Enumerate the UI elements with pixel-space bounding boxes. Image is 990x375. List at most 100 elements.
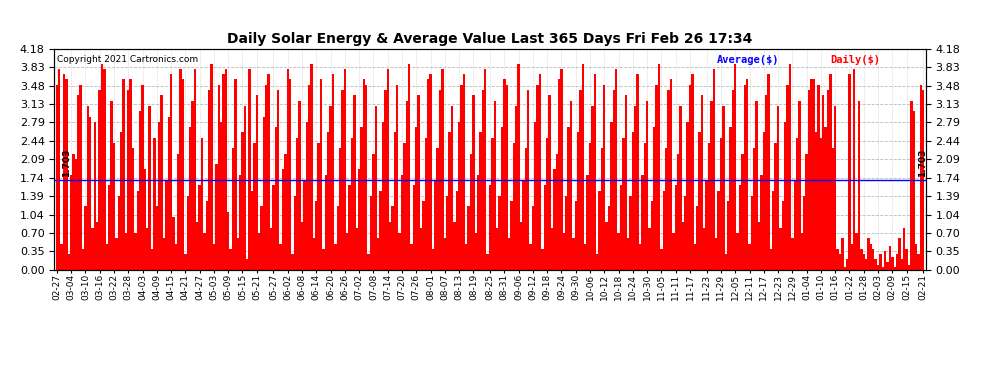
- Bar: [72, 153, 74, 270]
- Bar: [453, 222, 455, 270]
- Bar: [796, 138, 798, 270]
- Bar: [210, 64, 213, 270]
- Bar: [837, 249, 839, 270]
- Bar: [294, 196, 296, 270]
- Bar: [553, 170, 555, 270]
- Bar: [750, 196, 753, 270]
- Bar: [782, 201, 784, 270]
- Bar: [822, 95, 825, 270]
- Bar: [342, 90, 344, 270]
- Bar: [460, 85, 462, 270]
- Bar: [82, 249, 84, 270]
- Bar: [223, 74, 225, 270]
- Bar: [247, 260, 248, 270]
- Bar: [284, 153, 286, 270]
- Bar: [801, 233, 803, 270]
- Bar: [603, 85, 606, 270]
- Bar: [313, 238, 315, 270]
- Bar: [289, 80, 291, 270]
- Bar: [144, 170, 147, 270]
- Bar: [825, 127, 827, 270]
- Text: 1.703: 1.703: [61, 149, 70, 177]
- Bar: [615, 69, 618, 270]
- Bar: [618, 233, 620, 270]
- Bar: [158, 122, 160, 270]
- Bar: [748, 243, 750, 270]
- Bar: [401, 175, 403, 270]
- Bar: [139, 111, 142, 270]
- Bar: [660, 249, 662, 270]
- Bar: [708, 143, 710, 270]
- Bar: [101, 64, 103, 270]
- Bar: [510, 201, 513, 270]
- Bar: [786, 85, 789, 270]
- Bar: [279, 243, 282, 270]
- Bar: [415, 127, 418, 270]
- Bar: [365, 85, 367, 270]
- Bar: [120, 132, 123, 270]
- Bar: [753, 148, 755, 270]
- Bar: [208, 90, 210, 270]
- Bar: [242, 132, 244, 270]
- Bar: [513, 143, 515, 270]
- Bar: [67, 254, 70, 270]
- Bar: [860, 249, 862, 270]
- Bar: [253, 143, 255, 270]
- Bar: [642, 175, 644, 270]
- Bar: [337, 207, 339, 270]
- Text: Daily($): Daily($): [830, 56, 880, 65]
- Bar: [565, 196, 567, 270]
- Bar: [491, 138, 494, 270]
- Bar: [320, 80, 322, 270]
- Bar: [267, 74, 270, 270]
- Bar: [315, 201, 318, 270]
- Bar: [813, 80, 815, 270]
- Bar: [882, 267, 884, 270]
- Bar: [677, 153, 679, 270]
- Bar: [265, 85, 267, 270]
- Bar: [650, 201, 653, 270]
- Bar: [162, 238, 165, 270]
- Bar: [62, 74, 65, 270]
- Bar: [58, 69, 60, 270]
- Bar: [227, 212, 230, 270]
- Bar: [322, 249, 325, 270]
- Bar: [791, 238, 794, 270]
- Bar: [520, 222, 522, 270]
- Bar: [739, 185, 742, 270]
- Bar: [794, 180, 796, 270]
- Bar: [610, 122, 613, 270]
- Bar: [355, 228, 358, 270]
- Bar: [684, 196, 686, 270]
- Bar: [111, 100, 113, 270]
- Bar: [834, 106, 837, 270]
- Bar: [522, 180, 525, 270]
- Bar: [745, 80, 748, 270]
- Bar: [89, 117, 91, 270]
- Bar: [201, 138, 203, 270]
- Bar: [853, 69, 855, 270]
- Bar: [630, 196, 632, 270]
- Bar: [877, 265, 879, 270]
- Bar: [815, 132, 818, 270]
- Bar: [586, 175, 589, 270]
- Bar: [515, 106, 518, 270]
- Bar: [665, 148, 667, 270]
- Bar: [806, 153, 808, 270]
- Bar: [584, 243, 586, 270]
- Bar: [915, 243, 918, 270]
- Bar: [542, 249, 544, 270]
- Bar: [123, 80, 125, 270]
- Bar: [422, 201, 425, 270]
- Bar: [539, 74, 542, 270]
- Bar: [722, 106, 725, 270]
- Bar: [896, 254, 898, 270]
- Bar: [572, 238, 574, 270]
- Bar: [235, 80, 237, 270]
- Bar: [370, 196, 372, 270]
- Bar: [344, 69, 346, 270]
- Bar: [413, 185, 415, 270]
- Bar: [125, 233, 127, 270]
- Bar: [60, 243, 62, 270]
- Bar: [118, 196, 120, 270]
